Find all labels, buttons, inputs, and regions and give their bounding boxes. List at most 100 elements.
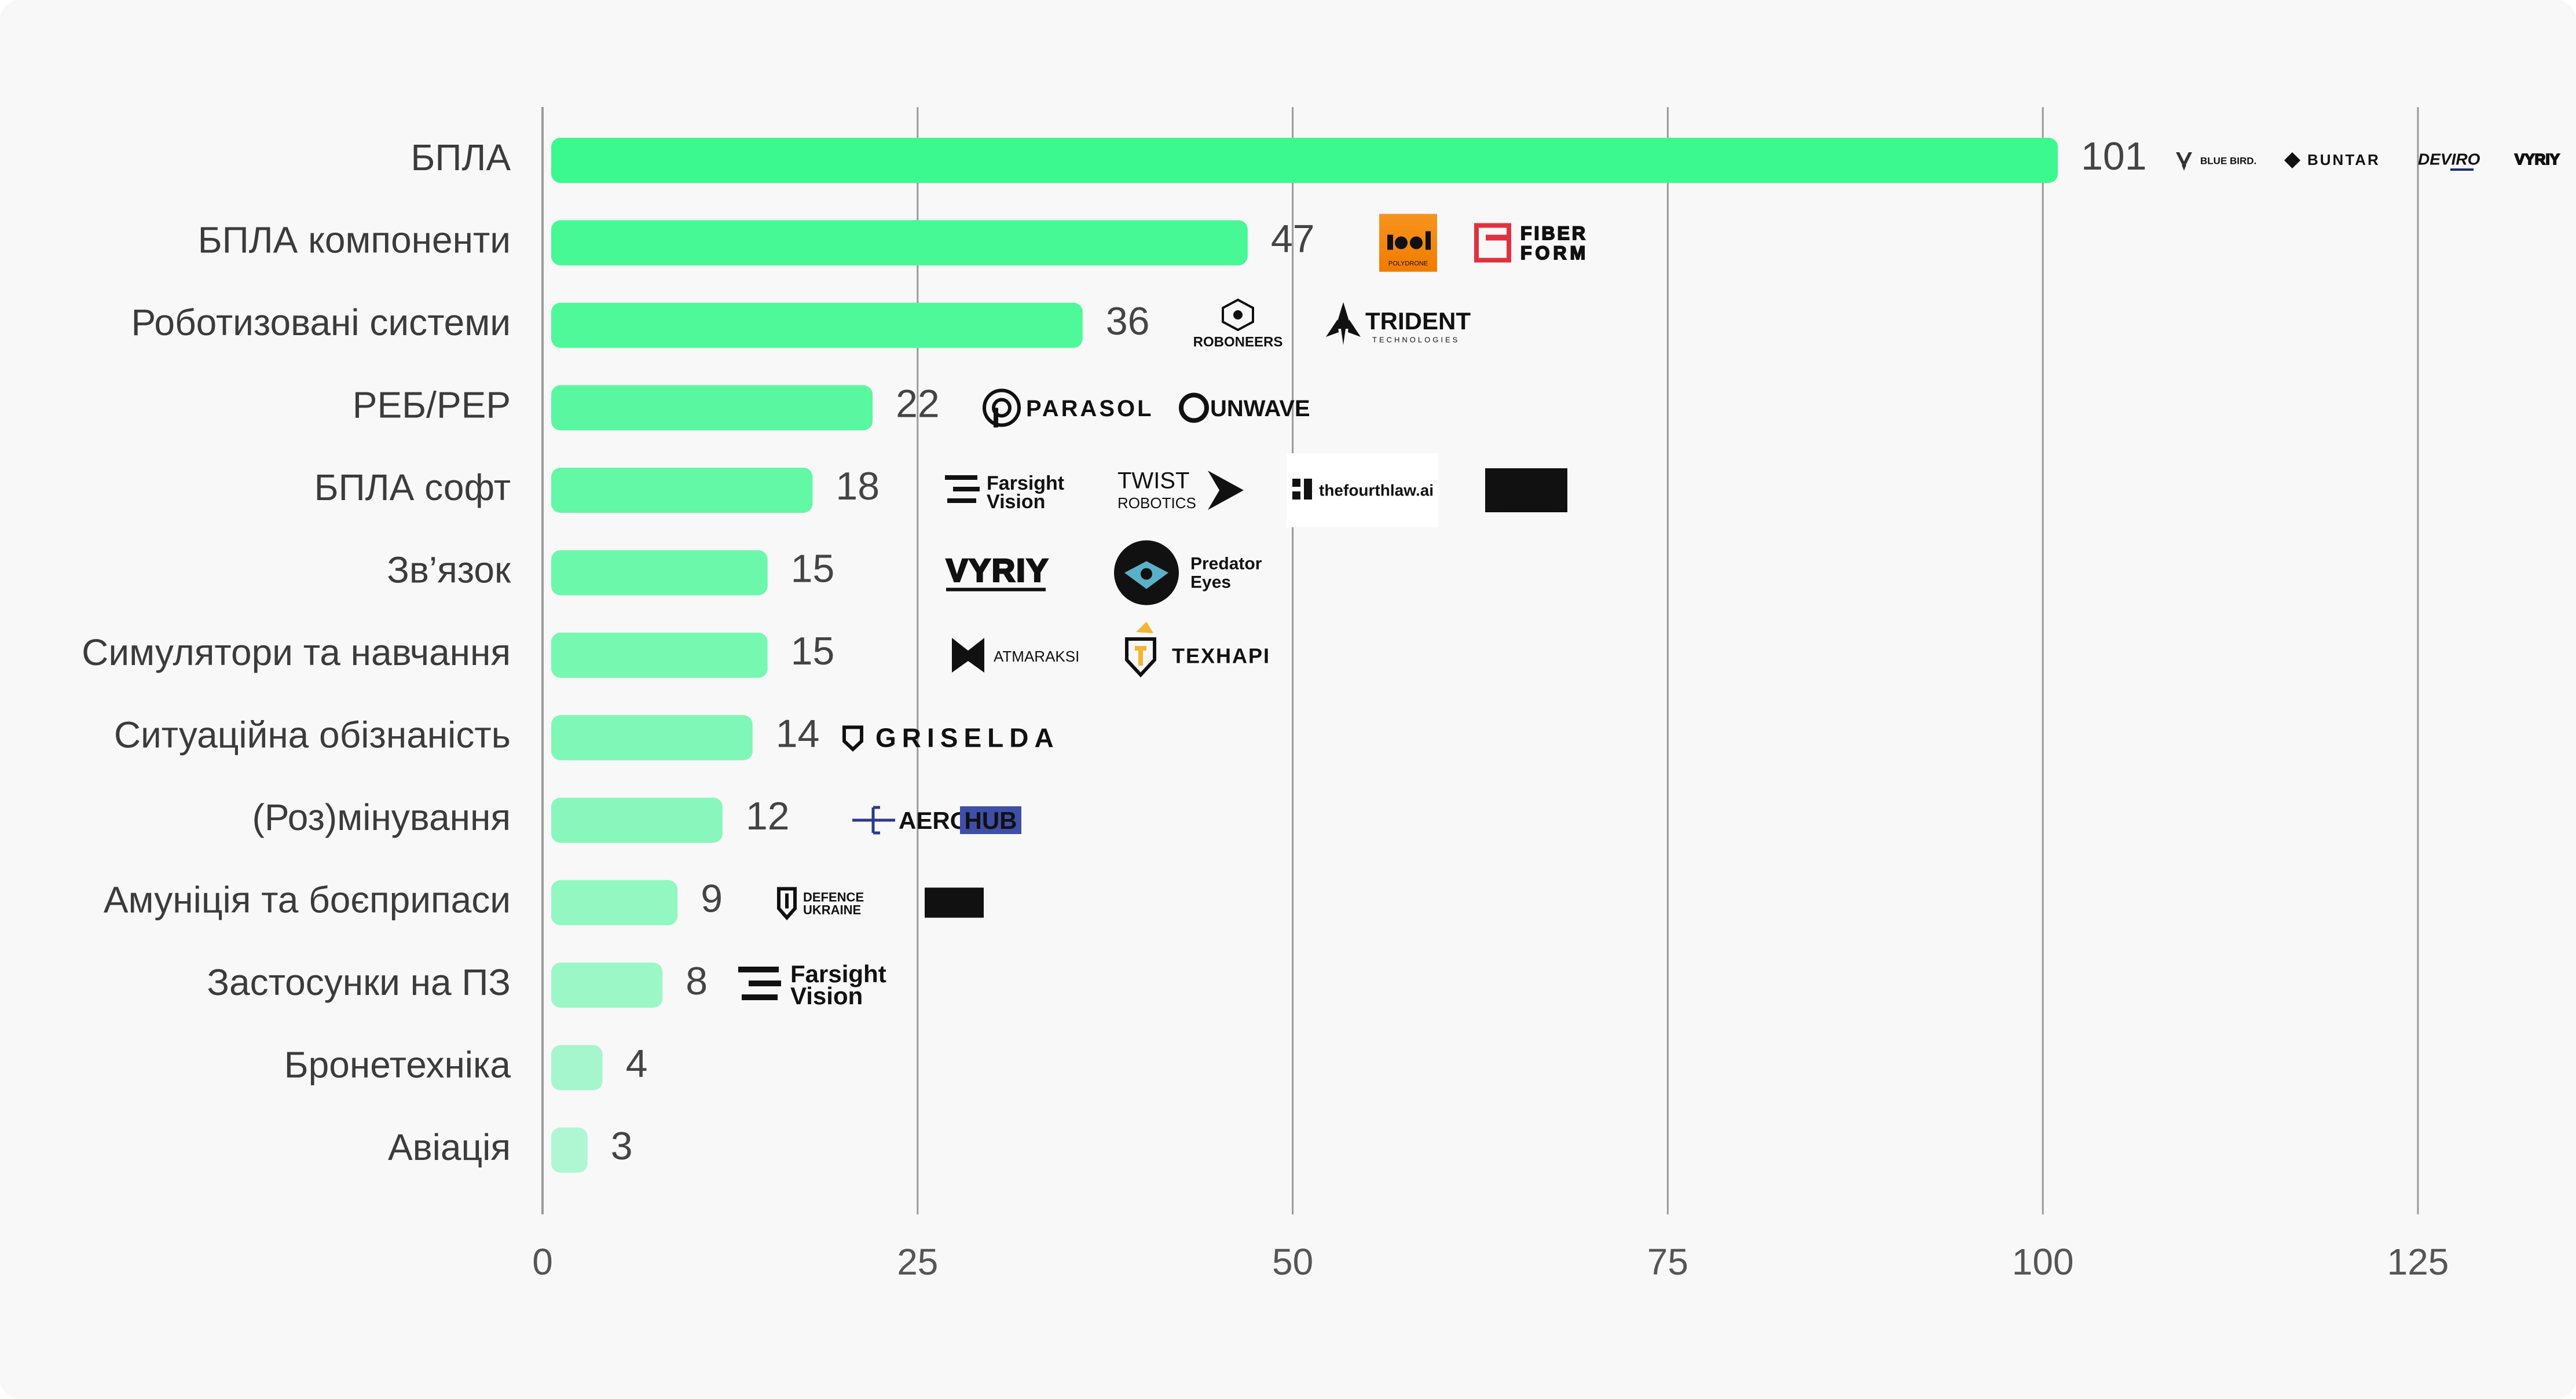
svg-text:ROBOTICS: ROBOTICS <box>1117 494 1196 512</box>
svg-text:UKRAINE: UKRAINE <box>803 902 861 917</box>
category-label: Ситуаційна обізнаність <box>114 714 511 755</box>
category-label: БПЛА софт <box>314 467 511 508</box>
bar <box>551 963 663 1008</box>
svg-text:VYRIY: VYRIY <box>2515 150 2560 168</box>
category-label: Застосунки на ПЗ <box>207 961 511 1003</box>
logo-buntar: BUNTAR <box>2284 151 2380 168</box>
svg-text:DEFENCE: DEFENCE <box>803 890 864 904</box>
svg-text:POLYDRONE: POLYDRONE <box>1388 260 1428 267</box>
bar <box>551 1128 588 1173</box>
bar <box>551 468 813 513</box>
bar <box>551 138 2058 183</box>
value-label: 36 <box>1106 299 1150 343</box>
bar <box>551 385 873 431</box>
x-tick-label: 50 <box>1272 1241 1313 1283</box>
value-label: 3 <box>611 1124 633 1168</box>
value-label: 15 <box>791 546 835 590</box>
value-label: 22 <box>896 381 940 425</box>
logo-vyriy: VYRIY <box>946 551 1049 592</box>
svg-text:TECHNOLOGIES: TECHNOLOGIES <box>1372 335 1460 344</box>
value-label: 9 <box>701 876 723 920</box>
logo-texhapi: TEXHAPI <box>1125 622 1270 678</box>
svg-text:TRIDENT: TRIDENT <box>1365 307 1471 335</box>
logo-roboneers: ROBONEERS <box>1193 298 1283 350</box>
x-tick-label: 25 <box>897 1241 938 1283</box>
category-label: РЕБ/РЕР <box>353 384 511 425</box>
x-tick-label: 125 <box>2387 1241 2449 1283</box>
category-label: Бронетехніка <box>284 1044 511 1085</box>
svg-text:TWIST: TWIST <box>1117 468 1189 494</box>
logo-vyriy-small: VYRIY <box>2514 150 2560 168</box>
value-label: 12 <box>746 794 790 838</box>
value-label: 8 <box>686 959 708 1003</box>
logo-atmaraksi: ATMARAKSI <box>952 638 1079 673</box>
logo-skyss: SKYSS <box>925 887 984 918</box>
svg-text:BLUE BIRD.: BLUE BIRD. <box>2200 155 2256 166</box>
category-label: Авіація <box>388 1126 511 1168</box>
value-label: 14 <box>776 711 820 755</box>
logo-parasol: PARASOL <box>983 388 1154 428</box>
svg-text:FORM: FORM <box>1520 243 1589 263</box>
value-label: 47 <box>1271 216 1315 260</box>
logo-blue-bird: BLUE BIRD. <box>2176 152 2256 171</box>
svg-text:VYRIY: VYRIY <box>946 552 1049 588</box>
svg-text:FIBER: FIBER <box>1520 223 1588 244</box>
logo-griselda: GRISELDA <box>842 723 1060 753</box>
svg-text:D◇D: D◇D <box>1501 474 1552 500</box>
bar <box>551 798 723 843</box>
svg-text:DEVIRO: DEVIRO <box>2418 150 2480 168</box>
category-label: Зв’язок <box>387 549 511 590</box>
bar <box>551 715 753 761</box>
logo-thefourthlaw: thefourthlaw.ai <box>1287 453 1438 527</box>
value-label: 4 <box>626 1041 648 1085</box>
svg-text:Farsight: Farsight <box>987 472 1064 494</box>
svg-text:PARASOL: PARASOL <box>1026 396 1154 421</box>
bar <box>551 633 768 678</box>
x-tick-label: 100 <box>2012 1241 2074 1283</box>
svg-text:Farsight: Farsight <box>790 960 886 987</box>
category-label: Симулятори та навчання <box>82 631 511 673</box>
category-label: БПЛА <box>411 137 511 178</box>
svg-text:UNWAVE: UNWAVE <box>1210 396 1310 421</box>
logo-polydrone: POLYDRONE <box>1379 214 1437 272</box>
x-tick-label: 75 <box>1647 1241 1688 1283</box>
svg-text:Vision: Vision <box>790 982 863 1009</box>
svg-text:HUB: HUB <box>965 807 1017 834</box>
svg-text:SOLUTION: SOLUTION <box>1501 501 1551 509</box>
svg-text:Vision: Vision <box>987 491 1045 513</box>
svg-text:SKYSS: SKYSS <box>930 895 979 910</box>
logo-deviro: DEVIRO <box>2418 150 2480 171</box>
value-label: 101 <box>2081 134 2146 178</box>
x-tick-label: 0 <box>532 1241 553 1283</box>
svg-text:Eyes: Eyes <box>1190 572 1231 592</box>
svg-text:ROBONEERS: ROBONEERS <box>1193 334 1283 350</box>
logo-unwave: UNWAVE <box>1179 392 1310 423</box>
category-label: БПЛА компоненти <box>198 219 511 260</box>
bar <box>551 303 1083 348</box>
category-label: Роботизовані системи <box>131 302 511 343</box>
svg-text:ATMARAKSI: ATMARAKSI <box>994 648 1079 665</box>
svg-text:TEXHAPI: TEXHAPI <box>1172 644 1270 668</box>
bar <box>551 1045 603 1090</box>
svg-text:thefourthlaw.ai: thefourthlaw.ai <box>1319 481 1434 499</box>
svg-text:Predator: Predator <box>1190 554 1262 573</box>
bar <box>551 550 768 596</box>
value-label: 18 <box>836 464 880 508</box>
category-label: (Роз)мінування <box>252 796 511 838</box>
bar <box>551 880 678 926</box>
category-label: Амуніція та боєприпаси <box>104 879 511 920</box>
svg-text:GRISELDA: GRISELDA <box>875 723 1060 753</box>
value-label: 15 <box>791 629 835 673</box>
svg-text:AERO: AERO <box>899 807 969 834</box>
svg-text:BUNTAR: BUNTAR <box>2307 151 2380 168</box>
